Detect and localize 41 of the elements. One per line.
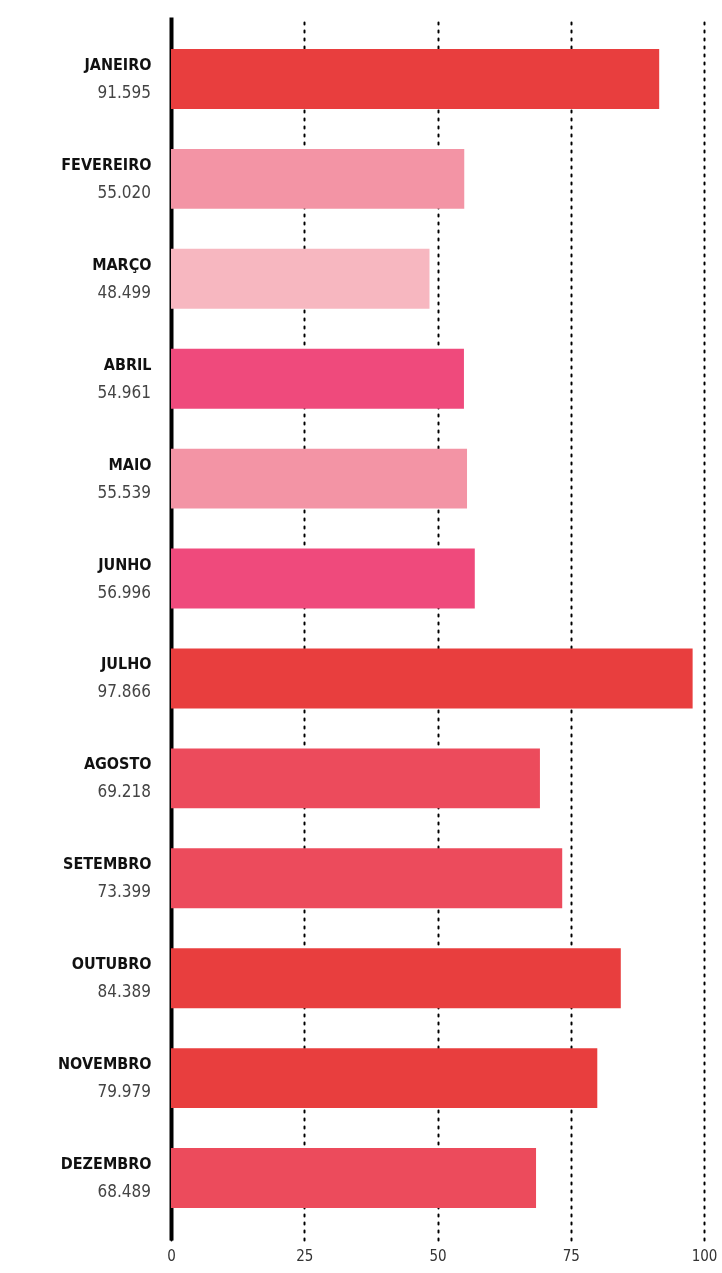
bar [171, 848, 563, 909]
data-label: 69.218 [97, 781, 151, 802]
bar [171, 48, 660, 109]
bar [171, 448, 468, 509]
bar [171, 1148, 537, 1209]
y-tick-label: OUTUBRO [71, 954, 152, 974]
data-label: 79.979 [97, 1081, 151, 1102]
data-label: 48.499 [97, 281, 151, 302]
bar [171, 748, 540, 809]
bar [171, 948, 621, 1009]
y-tick-label: FEVEREIRO [61, 154, 152, 174]
bar [171, 648, 693, 709]
bar [171, 148, 465, 209]
y-tick-label: AGOSTO [83, 754, 152, 774]
bar [171, 1048, 598, 1109]
y-tick-label: SETEMBRO [63, 854, 152, 874]
x-tick-label: 0 [167, 1246, 176, 1265]
data-label: 56.996 [97, 581, 151, 602]
y-tick-label: MARÇO [92, 254, 152, 274]
data-label: 73.399 [97, 881, 151, 902]
data-label: 54.961 [97, 381, 151, 402]
y-tick-label: ABRIL [103, 354, 152, 374]
bar [171, 548, 475, 609]
y-tick-label: JULHO [100, 654, 152, 674]
x-tick-label: 100 [691, 1246, 718, 1265]
data-label: 55.020 [97, 181, 151, 202]
bar [171, 248, 430, 309]
data-label: 68.489 [97, 1181, 151, 1202]
y-tick-label: DEZEMBRO [60, 1154, 152, 1174]
data-label: 55.539 [97, 481, 151, 502]
x-tick-label: 25 [296, 1246, 314, 1265]
x-tick-label: 50 [429, 1246, 447, 1265]
data-label: 84.389 [97, 981, 151, 1002]
y-tick-label: JUNHO [97, 554, 152, 574]
data-label: 97.866 [97, 681, 151, 702]
x-tick-label: 75 [562, 1246, 580, 1265]
y-tick-label: NOVEMBRO [58, 1054, 152, 1074]
y-tick-label: MAIO [108, 454, 152, 474]
bar [171, 348, 464, 409]
data-label: 91.595 [97, 81, 151, 102]
y-tick-label: JANEIRO [83, 54, 152, 74]
